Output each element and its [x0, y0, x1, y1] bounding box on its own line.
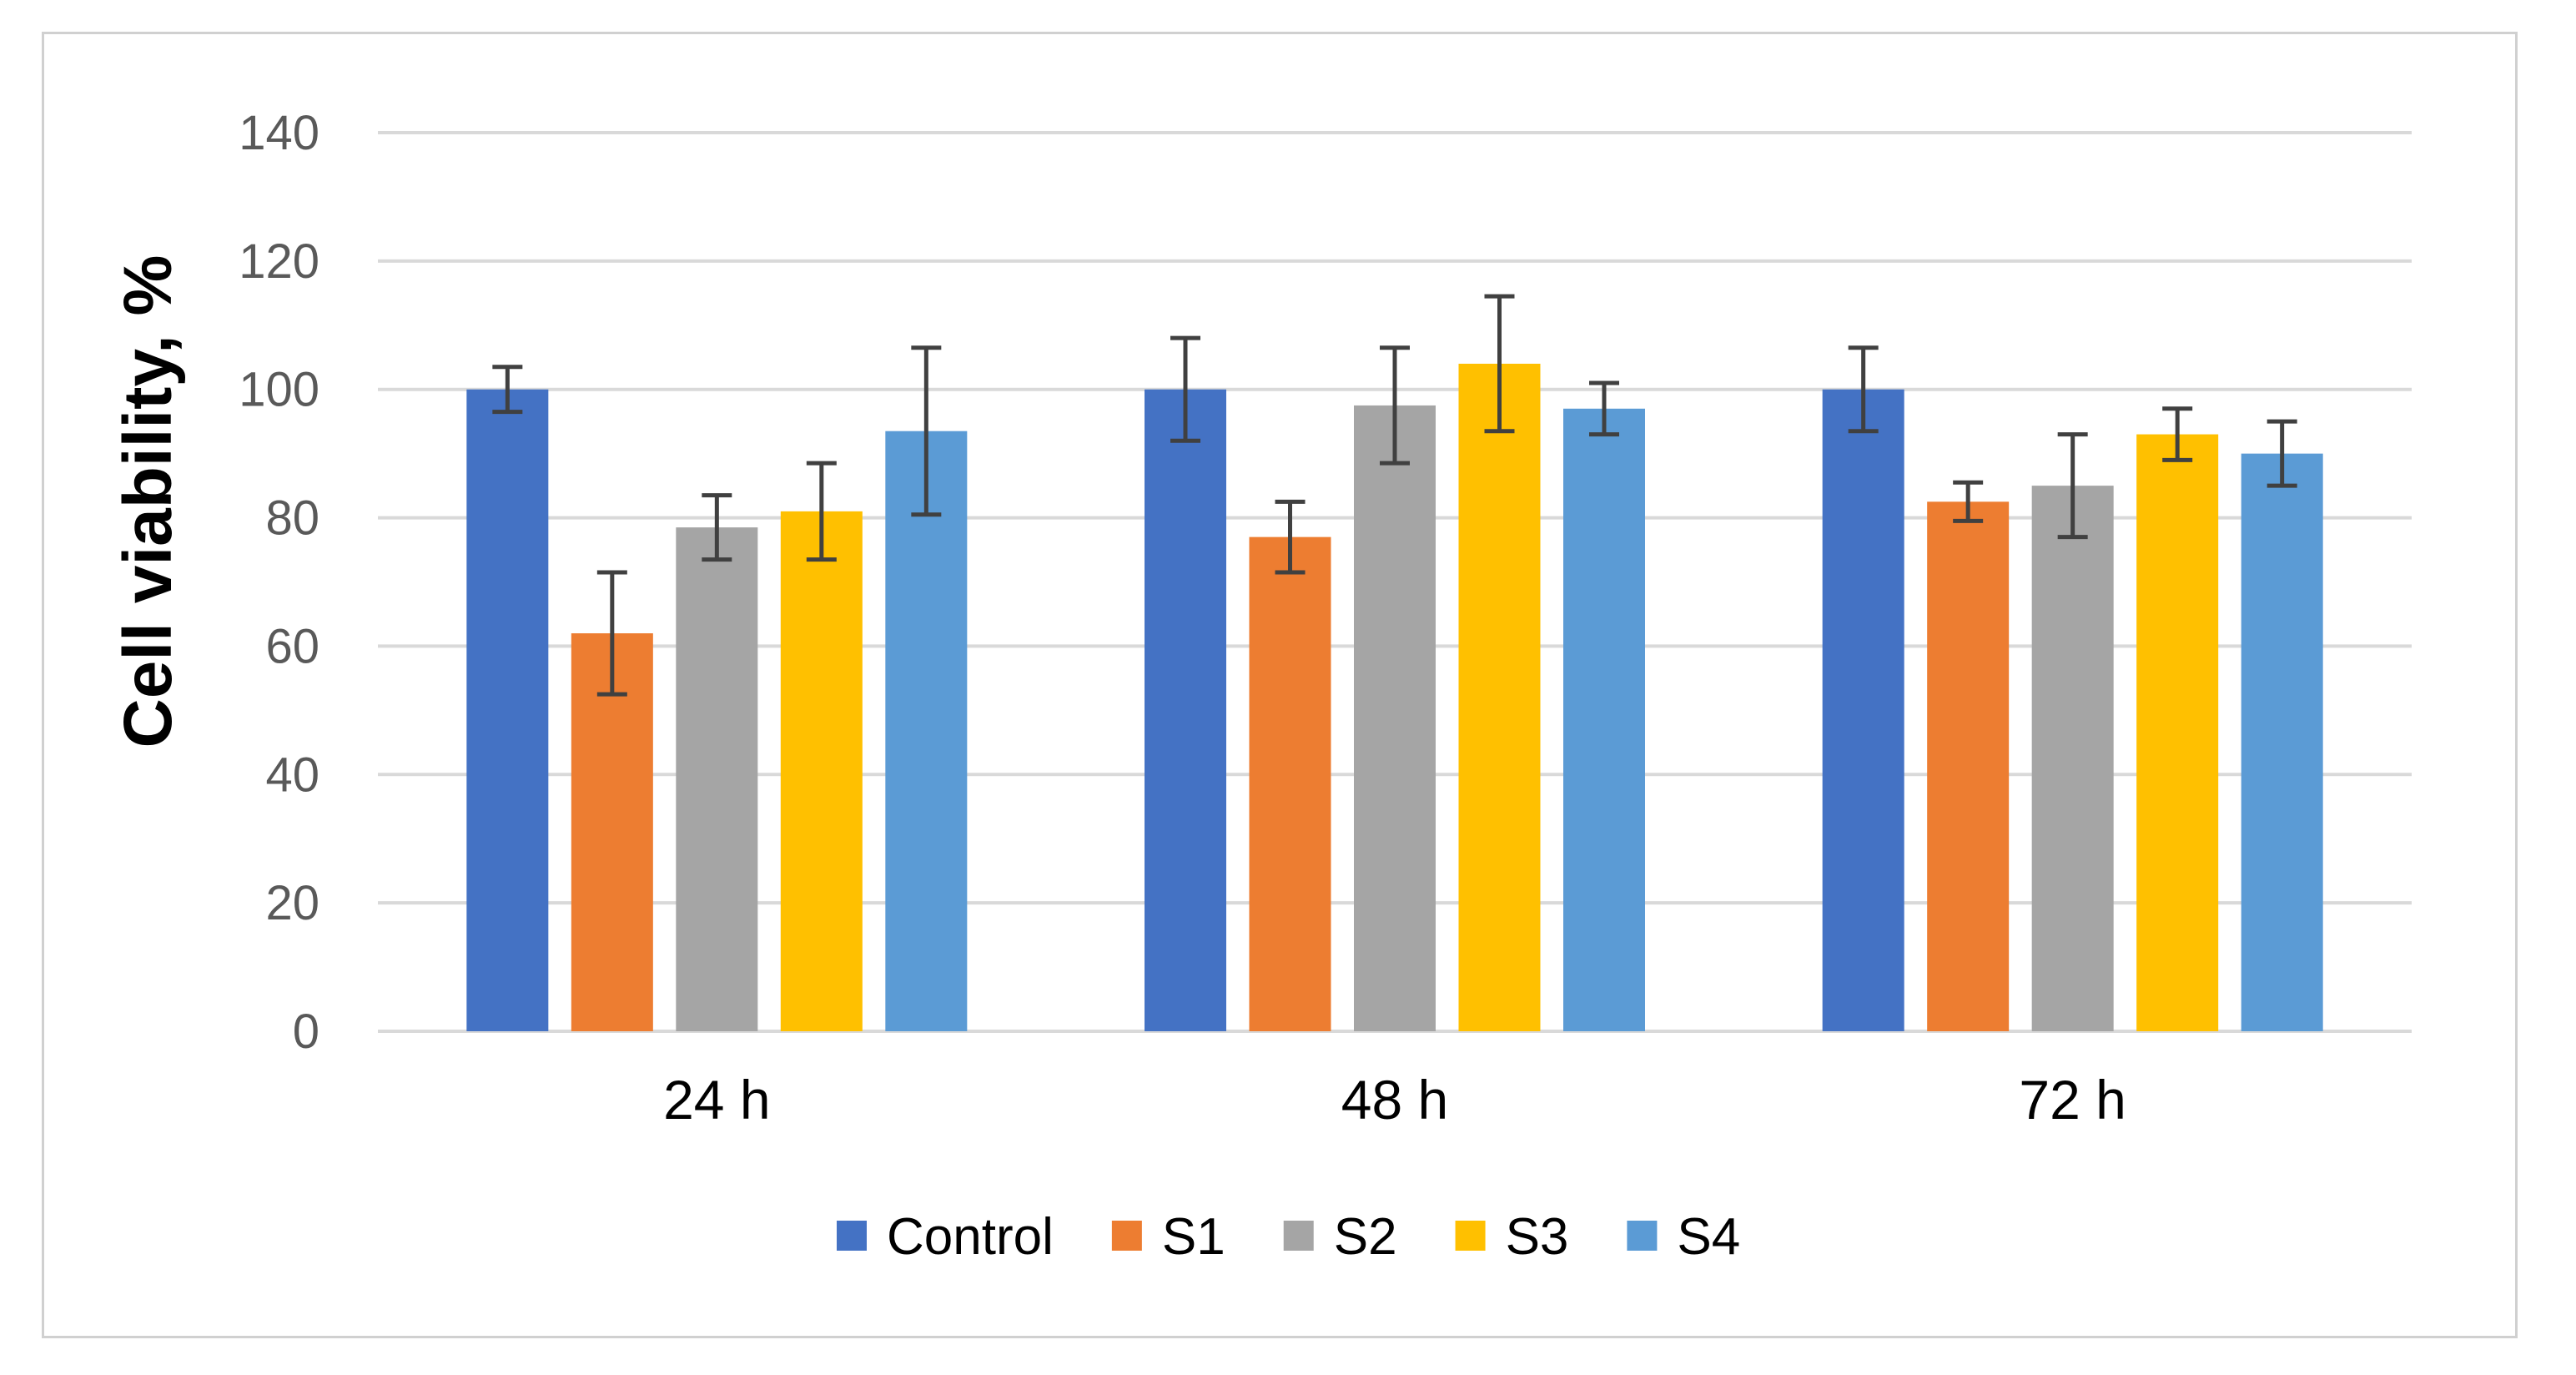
legend-swatch	[1111, 1221, 1142, 1251]
bar-chart: 0 20 40 60 80 100 120 140 24 h 48 h 72 h Cell via…	[110, 106, 2412, 1266]
error-bar	[1953, 480, 1984, 523]
y-axis-ticks: 0 20 40 60 80 100 120 140	[239, 106, 319, 1059]
error-bar	[1589, 380, 1619, 437]
legend-swatch	[1455, 1221, 1486, 1251]
bar-s1-48h	[1249, 536, 1331, 1031]
bar-s3-72h	[2136, 434, 2219, 1031]
y-tick-label: 80	[265, 491, 319, 546]
bar-s1-24h	[571, 633, 653, 1031]
bar-s4-24h	[885, 431, 968, 1031]
error-bar	[1380, 345, 1410, 466]
x-axis-categories: 24 h 48 h 72 h	[663, 1069, 2126, 1131]
bars	[466, 363, 2323, 1032]
y-axis-title: Cell viability, %	[110, 255, 186, 748]
legend: Control S1 S2 S3 S4	[837, 1208, 1740, 1266]
error-bar	[702, 493, 732, 562]
y-tick-label: 100	[239, 363, 319, 417]
legend-swatch	[1283, 1221, 1314, 1251]
legend-item-s1: S1	[1111, 1208, 1225, 1266]
error-bar	[1275, 499, 1306, 575]
legend-item-s3: S3	[1455, 1208, 1569, 1266]
x-category-label: 24 h	[663, 1069, 770, 1131]
bar-s2-24h	[676, 527, 758, 1031]
error-bar	[806, 461, 837, 562]
bar-control-48h	[1145, 389, 1226, 1031]
bar-s1-72h	[1927, 501, 2010, 1031]
legend-label: S2	[1334, 1208, 1397, 1266]
bar-s4-72h	[2241, 453, 2323, 1031]
bar-control-24h	[466, 389, 549, 1031]
x-category-label: 72 h	[2019, 1069, 2126, 1131]
y-tick-label: 60	[265, 619, 319, 673]
legend-label: S3	[1506, 1208, 1569, 1266]
legend-label: S4	[1677, 1208, 1740, 1266]
chart-frame: 0 20 40 60 80 100 120 140 24 h 48 h 72 h Cell via…	[42, 32, 2518, 1338]
y-tick-label: 20	[265, 876, 319, 930]
error-bar	[2267, 419, 2297, 488]
error-bar	[2162, 406, 2193, 462]
error-bar	[2057, 432, 2088, 540]
error-bars	[492, 294, 2297, 697]
legend-swatch	[837, 1221, 867, 1251]
error-bar	[596, 570, 627, 697]
y-tick-label: 140	[239, 106, 319, 160]
error-bar	[1170, 335, 1200, 443]
legend-item-control: Control	[837, 1208, 1054, 1266]
y-tick-label: 120	[239, 234, 319, 289]
y-tick-label: 0	[293, 1005, 319, 1059]
error-bar	[911, 345, 942, 517]
bar-s4-48h	[1563, 408, 1645, 1031]
bar-control-72h	[1822, 389, 1904, 1031]
bar-s3-48h	[1458, 363, 1541, 1031]
legend-item-s4: S4	[1627, 1208, 1740, 1266]
legend-label: Control	[887, 1208, 1054, 1266]
y-tick-label: 40	[265, 748, 319, 802]
error-bar	[1484, 294, 1515, 434]
bar-s3-24h	[780, 511, 863, 1031]
error-bar	[492, 365, 523, 415]
error-bar	[1848, 345, 1879, 434]
bar-s2-72h	[2031, 486, 2114, 1031]
legend-item-s2: S2	[1283, 1208, 1397, 1266]
bar-s2-48h	[1354, 405, 1436, 1032]
legend-label: S1	[1162, 1208, 1225, 1266]
legend-swatch	[1627, 1221, 1658, 1251]
x-category-label: 48 h	[1341, 1069, 1448, 1131]
